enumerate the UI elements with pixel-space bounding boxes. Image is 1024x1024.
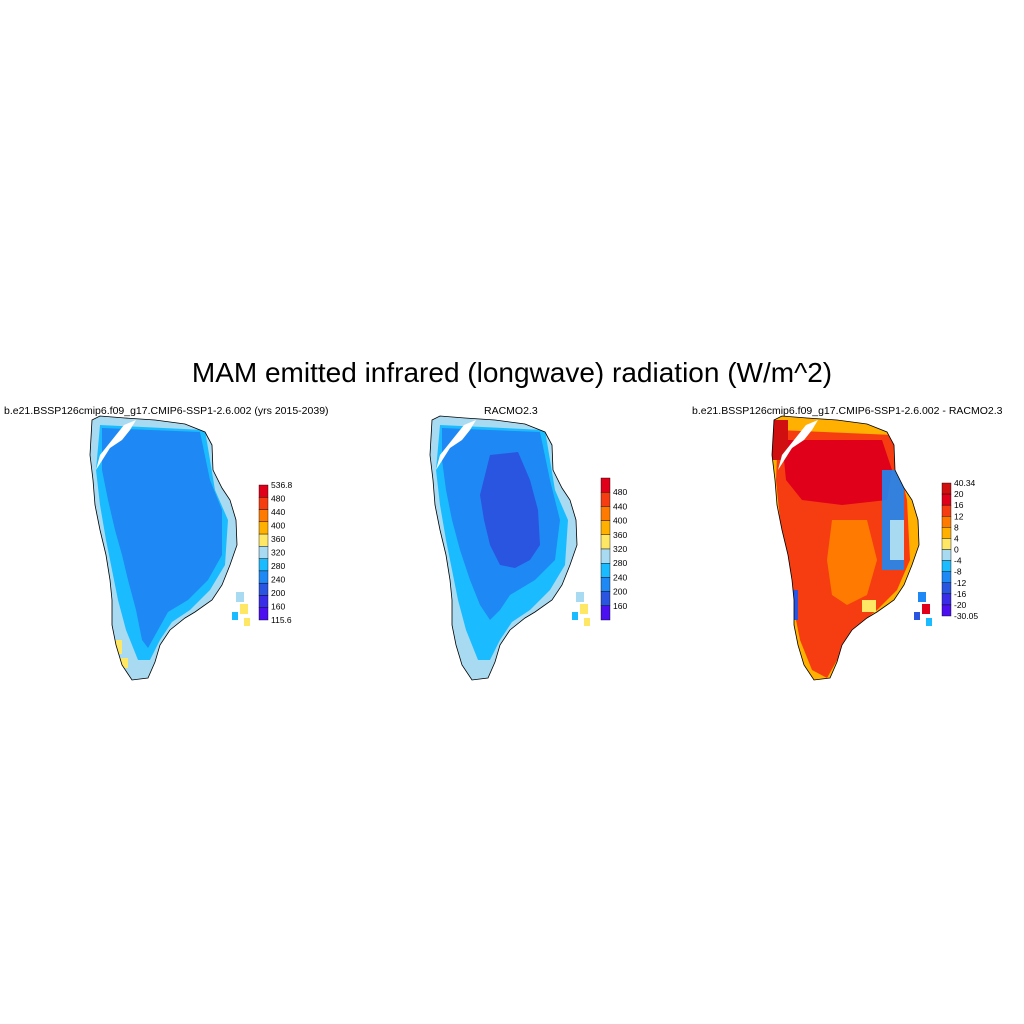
- map-panel-1: 536.8 480 440 400 360 320 280 240 200 160 115.6: [89, 415, 293, 681]
- figure-title: MAM emitted infrared (longwave) radiatio…: [191, 357, 833, 388]
- colorbar-swatch: [941, 482, 952, 495]
- colorbar-label: -20: [954, 600, 967, 610]
- colorbar-label: 360: [271, 534, 285, 544]
- colorbar-swatch: [600, 577, 611, 592]
- colorbar-swatch: [941, 516, 952, 528]
- colorbar-swatch: [258, 558, 269, 572]
- colorbar-label: -8: [954, 567, 962, 577]
- colorbar-label: 360: [613, 530, 627, 540]
- islands-3: [914, 592, 932, 626]
- colorbar-swatch: [258, 509, 269, 523]
- colorbar-label: 240: [271, 575, 285, 585]
- colorbar-swatch: [941, 538, 952, 550]
- colorbar-swatch: [941, 582, 952, 595]
- colorbar-swatch: [600, 492, 611, 507]
- panel-1-title: b.e21.BSSP126cmip6.f09_g17.CMIP6-SSP1-2.…: [4, 405, 329, 417]
- colorbar-label: 0: [954, 545, 959, 555]
- colorbar-swatch: [941, 571, 952, 583]
- colorbar-label: 536.8: [271, 480, 293, 490]
- colorbar-swatch: [600, 591, 611, 606]
- colorbar-swatch: [941, 604, 952, 617]
- colorbar-swatch: [258, 607, 269, 621]
- colorbar-swatch: [258, 546, 269, 559]
- colorbar-label: 200: [613, 587, 627, 597]
- colorbar-2: 480 440 400 360 320 280 240 200 160: [600, 477, 627, 621]
- colorbar-swatch: [600, 605, 611, 621]
- colorbar-label: -12: [954, 578, 967, 588]
- colorbar-swatch: [600, 520, 611, 535]
- colorbar-label: 40.34: [954, 478, 976, 488]
- colorbar-swatch: [258, 521, 269, 535]
- colorbar-swatch: [941, 493, 952, 506]
- colorbar-swatch: [600, 534, 611, 550]
- colorbar-label: 280: [613, 558, 627, 568]
- colorbar-label: -4: [954, 556, 962, 566]
- colorbar-label: 115.6: [271, 615, 292, 625]
- colorbar-label: 160: [271, 602, 285, 612]
- colorbar-label: 400: [271, 521, 285, 531]
- colorbar-swatch: [941, 560, 952, 572]
- panel-2-title: RACMO2.3: [484, 405, 538, 417]
- colorbar-swatch: [600, 477, 611, 493]
- colorbar-swatch: [941, 549, 952, 561]
- colorbar-label: 20: [954, 489, 964, 499]
- colorbar-swatch: [941, 593, 952, 606]
- colorbar-label: 320: [613, 544, 627, 554]
- colorbar-label: -30.05: [954, 611, 978, 621]
- colorbar-swatch: [258, 497, 269, 510]
- colorbar-swatch: [258, 570, 269, 584]
- colorbar-label: 200: [271, 588, 285, 598]
- colorbar-swatch: [258, 484, 269, 498]
- islands-1: [232, 592, 250, 626]
- colorbar-swatch: [258, 582, 269, 596]
- map-panel-2: 480 440 400 360 320 280 240 200 160: [429, 415, 627, 681]
- colorbar-swatch: [600, 548, 611, 564]
- colorbar-label: 160: [613, 601, 627, 611]
- colorbar-label: 12: [954, 511, 964, 521]
- colorbar-swatch: [600, 563, 611, 578]
- colorbar-label: 240: [613, 572, 627, 582]
- colorbar-label: 480: [271, 494, 285, 504]
- colorbar-label: 400: [613, 516, 627, 526]
- islands-2: [572, 592, 590, 626]
- colorbar-label: 8: [954, 522, 959, 532]
- colorbar-label: 440: [613, 501, 627, 511]
- panel-3-title: b.e21.BSSP126cmip6.f09_g17.CMIP6-SSP1-2.…: [692, 405, 1003, 417]
- colorbar-label: 4: [954, 533, 959, 543]
- colorbar-swatch: [258, 595, 269, 608]
- colorbar-label: 280: [271, 561, 285, 571]
- colorbar-label: 320: [271, 548, 285, 558]
- colorbar-swatch: [941, 527, 952, 539]
- colorbar-swatch: [941, 504, 952, 517]
- colorbar-label: 16: [954, 500, 964, 510]
- colorbar-swatch: [600, 506, 611, 521]
- colorbar-1: 536.8 480 440 400 360 320 280 240 200 160 115.6: [258, 480, 293, 625]
- colorbar-swatch: [258, 533, 269, 547]
- colorbar-label: 440: [271, 507, 285, 517]
- colorbar-label: 480: [613, 487, 627, 497]
- colorbar-label: -16: [954, 589, 967, 599]
